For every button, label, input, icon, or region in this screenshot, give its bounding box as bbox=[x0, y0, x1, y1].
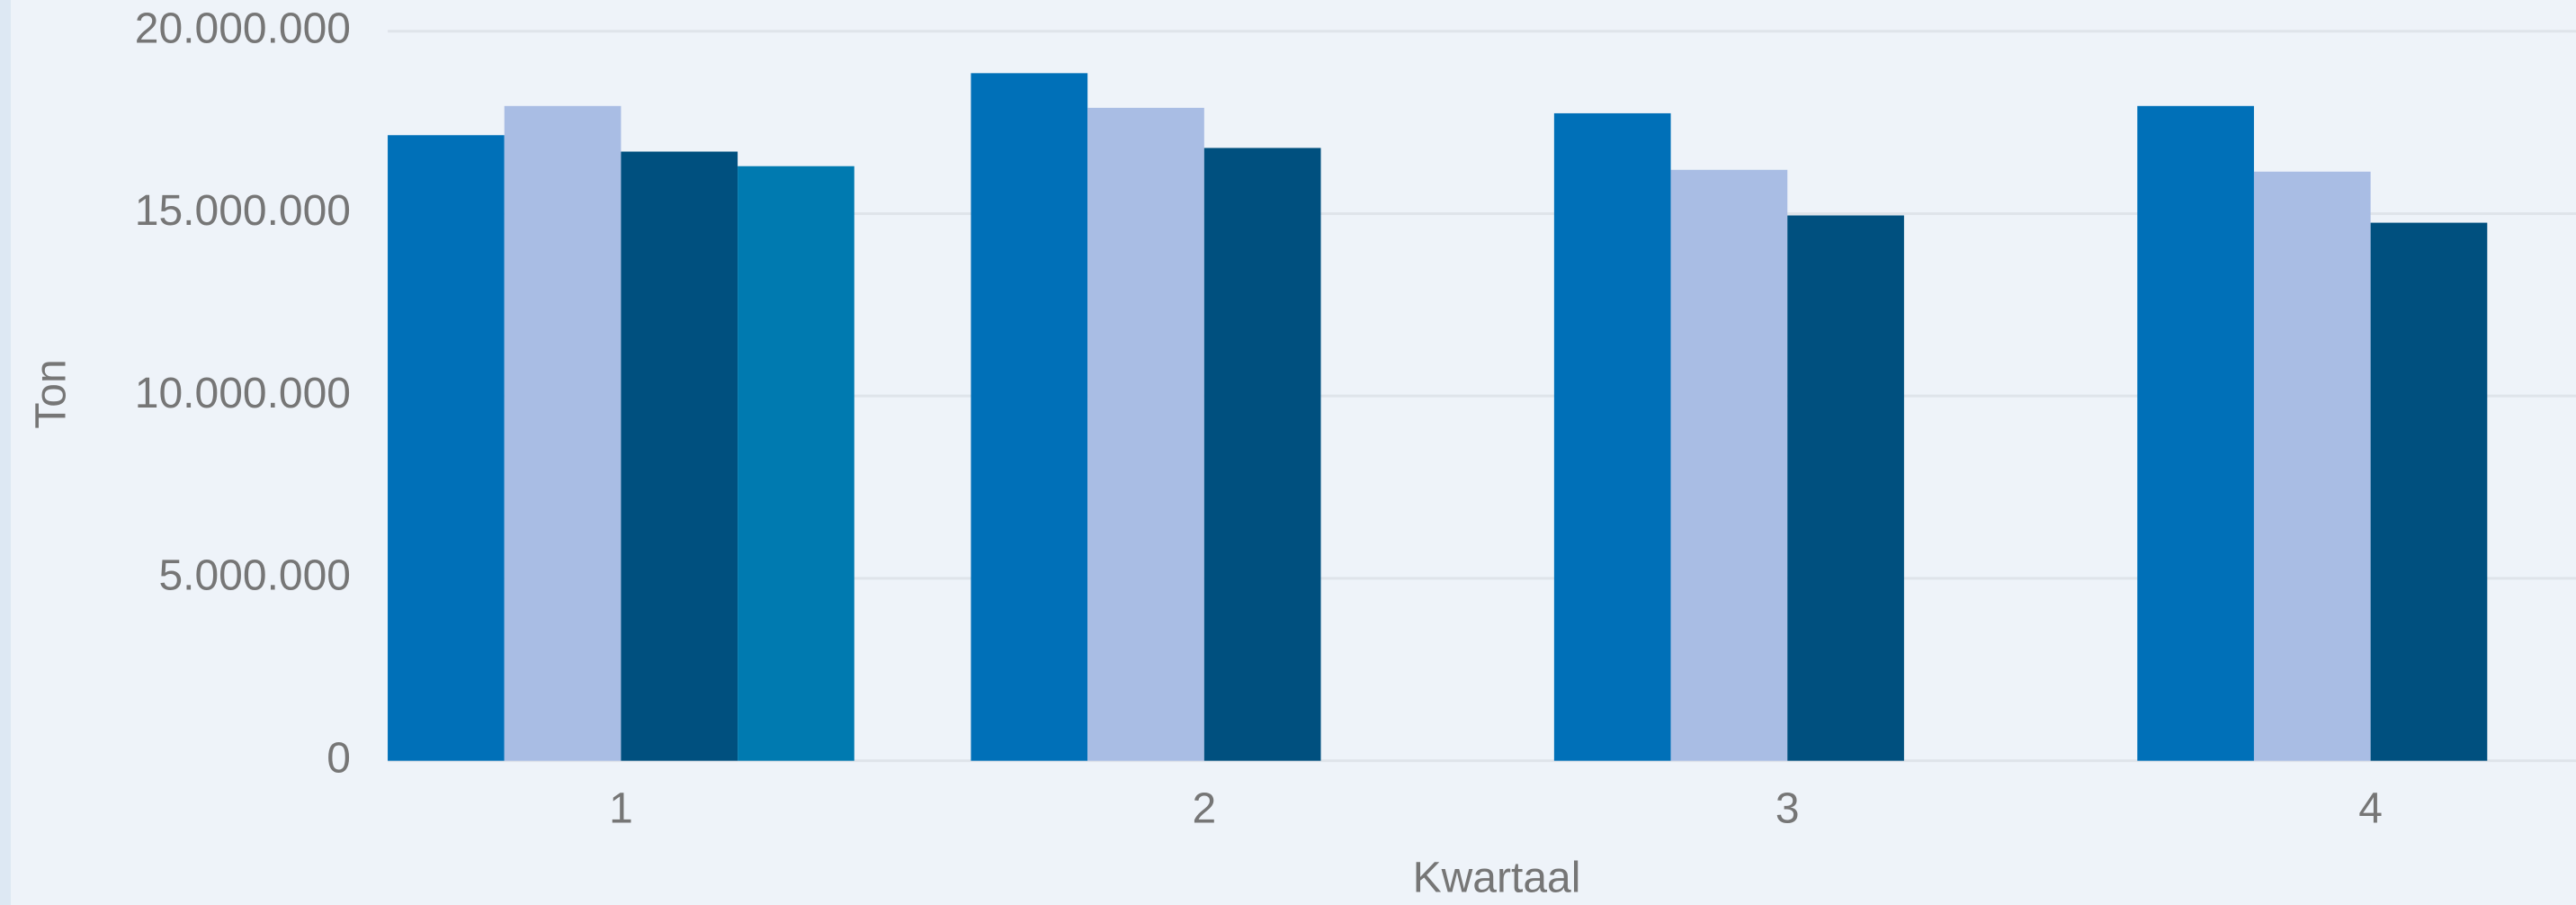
bar bbox=[2253, 171, 2371, 761]
y-tick-label: 10.000.000 bbox=[135, 370, 351, 417]
bar bbox=[1670, 169, 1788, 761]
bar bbox=[388, 135, 505, 761]
x-tick-label: 4 bbox=[2358, 785, 2383, 833]
y-tick-label: 0 bbox=[326, 734, 351, 782]
x-tick-label: 3 bbox=[1775, 785, 1800, 833]
y-axis-label: Ton bbox=[28, 359, 76, 428]
x-tick-label: 1 bbox=[609, 785, 633, 833]
y-tick-label: 20.000.000 bbox=[135, 4, 351, 52]
x-tick-label: 2 bbox=[1192, 785, 1216, 833]
left-strip bbox=[0, 0, 11, 905]
bar bbox=[621, 151, 738, 761]
y-tick-label: 15.000.000 bbox=[135, 187, 351, 235]
bar bbox=[2370, 222, 2488, 761]
bar bbox=[1087, 107, 1204, 761]
bar bbox=[1203, 148, 1321, 761]
bar bbox=[738, 166, 854, 761]
bar bbox=[970, 73, 1088, 761]
x-axis-label: Kwartaal bbox=[1413, 855, 1581, 902]
y-tick-label: 5.000.000 bbox=[158, 552, 351, 600]
bar bbox=[1553, 112, 1671, 761]
bar bbox=[2137, 105, 2254, 761]
bar bbox=[1787, 215, 1904, 761]
bar bbox=[504, 105, 622, 761]
